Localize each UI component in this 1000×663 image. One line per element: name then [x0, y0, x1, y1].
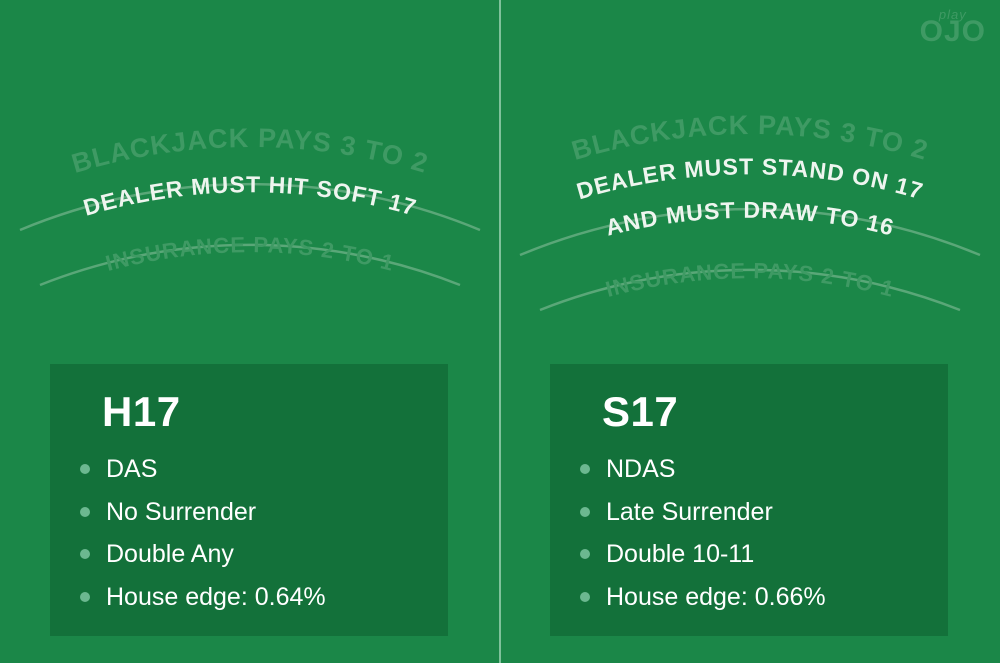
playojo-logo: play OJO: [920, 10, 986, 42]
dealer-rule-text-1: DEALER MUST STAND ON 17: [574, 153, 927, 204]
infographic-canvas: BLACKJACK PAYS 3 TO 2 DEALER MUST HIT SO…: [0, 0, 1000, 663]
insurance-text: INSURANCE PAYS 2 TO 1: [103, 232, 397, 276]
rules-list: DAS No Surrender Double Any House edge: …: [76, 448, 422, 618]
rules-li: House edge: 0.66%: [576, 576, 922, 619]
rules-title: H17: [102, 388, 422, 436]
logo-bottom: OJO: [920, 15, 986, 48]
rules-li: Double Any: [76, 533, 422, 576]
panel-h17: BLACKJACK PAYS 3 TO 2 DEALER MUST HIT SO…: [0, 0, 500, 663]
rules-box-s17: S17 NDAS Late Surrender Double 10-11 Hou…: [550, 364, 948, 636]
panel-s17: play OJO BLACKJACK PAYS 3 TO 2 DEALER MU…: [500, 0, 1000, 663]
rules-li: No Surrender: [76, 491, 422, 534]
rules-box-h17: H17 DAS No Surrender Double Any House ed…: [50, 364, 448, 636]
rules-li: DAS: [76, 448, 422, 491]
rules-li: Double 10-11: [576, 533, 922, 576]
rules-list: NDAS Late Surrender Double 10-11 House e…: [576, 448, 922, 618]
rules-li: NDAS: [576, 448, 922, 491]
table-arcs-left: BLACKJACK PAYS 3 TO 2 DEALER MUST HIT SO…: [0, 0, 500, 330]
bj-pays-text: BLACKJACK PAYS 3 TO 2: [68, 123, 432, 179]
bj-pays-text: BLACKJACK PAYS 3 TO 2: [568, 110, 932, 166]
rules-li: House edge: 0.64%: [76, 576, 422, 619]
dealer-rule-text: DEALER MUST HIT SOFT 17: [80, 171, 419, 220]
dealer-rule-text-2: AND MUST DRAW TO 16: [603, 197, 897, 241]
insurance-text: INSURANCE PAYS 2 TO 1: [603, 258, 897, 302]
center-divider: [499, 0, 501, 663]
rules-li: Late Surrender: [576, 491, 922, 534]
rules-title: S17: [602, 388, 922, 436]
table-arcs-right: BLACKJACK PAYS 3 TO 2 DEALER MUST STAND …: [500, 0, 1000, 330]
